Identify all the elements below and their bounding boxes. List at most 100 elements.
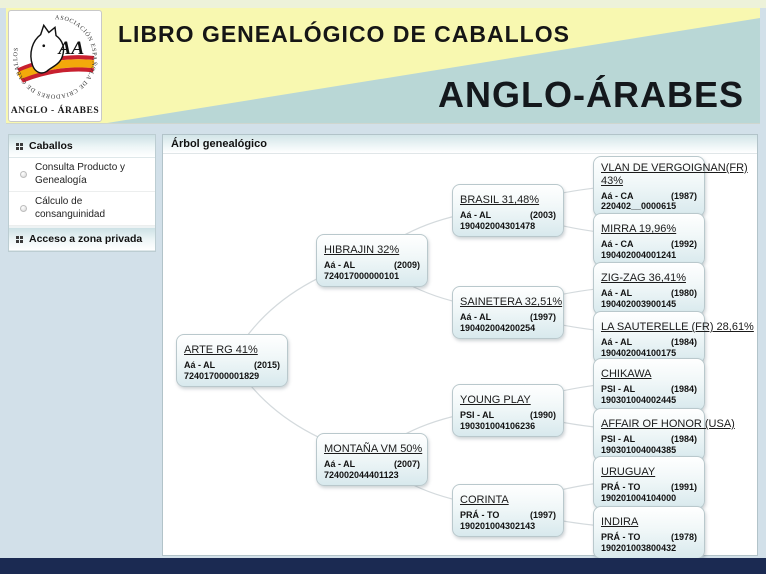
horse-meta: Aá - AL (2009) — [324, 260, 420, 271]
header-diagonal-background — [107, 18, 760, 123]
horse-year: (1992) — [670, 239, 697, 249]
horse-meta: PRÁ - TO (1997) — [460, 510, 556, 521]
pedigree-node: YOUNG PLAY PSI - AL (1990) 1903010041062… — [452, 384, 564, 437]
pedigree-node: CHIKAWA PSI - AL (1984) 190301004002445 — [593, 358, 705, 411]
pedigree-node: HIBRAJIN 32% Aá - AL (2009) 724017000000… — [316, 234, 428, 287]
horse-meta: Aá - CA (1987) — [601, 191, 697, 202]
horse-reg: 190301004002445 — [601, 394, 677, 405]
app-title: LIBRO GENEALÓGICO DE CABALLOS — [118, 21, 570, 47]
main-panel: Árbol genealógico ARTE RG 41% Aá - AL (2… — [162, 134, 758, 559]
horse-name-link[interactable]: ARTE RG 41% — [184, 344, 258, 356]
horse-breed: PSI - AL — [460, 410, 495, 420]
horse-reg: 220402__0000615 — [601, 201, 677, 212]
sidebar-section-label: Caballos — [29, 140, 73, 152]
pedigree-tree: ARTE RG 41% Aá - AL (2015) 7240170000018… — [163, 153, 757, 559]
horse-breed: PRÁ - TO — [601, 482, 641, 492]
horse-reg: 190201003800432 — [601, 542, 677, 553]
sidebar-section-acceso-zona-privada[interactable]: Acceso a zona privada — [9, 226, 155, 251]
horse-meta: Aá - AL (2003) — [460, 210, 556, 221]
pedigree-node: ARTE RG 41% Aá - AL (2015) 7240170000018… — [176, 334, 288, 387]
sidebar: Caballos Consulta Producto y Genealogía … — [8, 134, 156, 252]
pedigree-node: URUGUAY PRÁ - TO (1991) 190201004104000 — [593, 456, 705, 509]
horse-breed: PSI - AL — [601, 434, 636, 444]
horse-name-link[interactable]: VLAN DE VERGOIGNAN(FR) 43% — [601, 162, 748, 187]
horse-year: (2003) — [529, 210, 556, 220]
horse-name-link[interactable]: MIRRA 19,96% — [601, 223, 677, 235]
horse-name-link[interactable]: BRASIL 31,48% — [460, 194, 540, 206]
page-top-strip — [0, 0, 766, 8]
sidebar-section-caballos[interactable]: Caballos — [9, 135, 155, 158]
horse-year: (2007) — [393, 459, 420, 469]
sidebar-item-consulta-producto[interactable]: Consulta Producto y Genealogía — [9, 158, 155, 192]
horse-year: (1984) — [670, 384, 697, 394]
pedigree-node: BRASIL 31,48% Aá - AL (2003) 19040200430… — [452, 184, 564, 237]
horse-year: (1978) — [670, 532, 697, 542]
pedigree-node: SAINETERA 32,51% Aá - AL (1997) 19040200… — [452, 286, 564, 339]
horse-meta: PSI - AL (1984) — [601, 384, 697, 395]
horse-name-link[interactable]: AFFAIR OF HONOR (USA) — [601, 418, 735, 430]
horse-breed: Aá - AL — [324, 260, 356, 270]
horse-breed: Aá - AL — [460, 210, 492, 220]
horse-name-link[interactable]: CHIKAWA — [601, 368, 652, 380]
pedigree-node: MIRRA 19,96% Aá - CA (1992) 190402004001… — [593, 213, 705, 266]
horse-reg: 190301004106236 — [460, 420, 536, 431]
horse-name-link[interactable]: MONTAÑA VM 50% — [324, 443, 423, 455]
horse-reg: 190301004004385 — [601, 444, 677, 455]
horse-breed: Aá - AL — [460, 312, 492, 322]
horse-name-link[interactable]: CORINTA — [460, 494, 509, 506]
grid-icon — [16, 142, 19, 146]
pedigree-node: MONTAÑA VM 50% Aá - AL (2007) 7240020444… — [316, 433, 428, 486]
horse-year: (2009) — [393, 260, 420, 270]
bullet-icon — [20, 204, 27, 212]
app-subtitle: ANGLO-ÁRABES — [438, 74, 744, 115]
horse-name-link[interactable]: ZIG-ZAG 36,41% — [601, 272, 686, 284]
horse-year: (1997) — [529, 312, 556, 322]
pedigree-node: VLAN DE VERGOIGNAN(FR) 43% Aá - CA (1987… — [593, 156, 748, 218]
app-header: LIBRO GENEALÓGICO DE CABALLOS ANGLO-ÁRAB… — [6, 8, 760, 124]
panel-title: Árbol genealógico — [163, 135, 757, 154]
horse-head-icon — [30, 23, 65, 74]
horse-reg: 190201004302143 — [460, 520, 536, 531]
bullet-icon — [20, 170, 27, 178]
horse-name-link[interactable]: URUGUAY — [601, 466, 656, 478]
horse-meta: PSI - AL (1990) — [460, 410, 556, 421]
pedigree-node: ZIG-ZAG 36,41% Aá - AL (1980) 1904020039… — [593, 262, 705, 315]
horse-reg: 190402004301478 — [460, 220, 536, 231]
horse-year: (1984) — [670, 337, 697, 347]
horse-breed: Aá - AL — [601, 288, 633, 298]
horse-year: (1984) — [670, 434, 697, 444]
horse-breed: Aá - CA — [601, 239, 634, 249]
horse-year: (1980) — [670, 288, 697, 298]
logo-caption: ANGLO - ÁRABES — [10, 106, 100, 116]
horse-year: (1990) — [529, 410, 556, 420]
horse-breed: PRÁ - TO — [460, 510, 500, 520]
horse-name-link[interactable]: HIBRAJIN 32% — [324, 244, 400, 256]
horse-year: (1997) — [529, 510, 556, 520]
horse-breed: PSI - AL — [601, 384, 636, 394]
horse-name-link[interactable]: SAINETERA 32,51% — [460, 296, 563, 308]
horse-reg: 190201004104000 — [601, 492, 677, 503]
horse-name-link[interactable]: LA SAUTERELLE (FR) 28,61% — [601, 321, 754, 333]
pedigree-node: AFFAIR OF HONOR (USA) PSI - AL (1984) 19… — [593, 408, 735, 461]
horse-meta: Aá - AL (2015) — [184, 360, 280, 371]
horse-reg: 190402004200254 — [460, 322, 536, 333]
logo-monogram: AA — [57, 38, 84, 59]
horse-meta: Aá - CA (1992) — [601, 239, 697, 250]
sidebar-item-calculo-consanguinidad[interactable]: Cálculo de consanguinidad — [9, 192, 155, 226]
footer-bar — [0, 558, 766, 574]
horse-breed: Aá - AL — [601, 337, 633, 347]
horse-reg: 190402003900145 — [601, 298, 677, 309]
horse-breed: Aá - AL — [184, 360, 216, 370]
horse-name-link[interactable]: INDIRA — [601, 516, 639, 528]
pedigree-node: INDIRA PRÁ - TO (1978) 190201003800432 — [593, 506, 705, 559]
horse-reg: 190402004100175 — [601, 347, 677, 358]
horse-year: (2015) — [253, 360, 280, 370]
sidebar-item-label: Cálculo de consanguinidad — [35, 196, 106, 220]
horse-meta: PRÁ - TO (1991) — [601, 482, 697, 493]
horse-meta: Aá - AL (1984) — [601, 337, 697, 348]
association-logo[interactable]: AA ASOCIACIÓN ESPAÑOLA DE CRIADORES DE C… — [8, 10, 102, 122]
horse-reg: 724002044401123 — [324, 469, 399, 480]
horse-meta: PRÁ - TO (1978) — [601, 532, 697, 543]
horse-name-link[interactable]: YOUNG PLAY — [460, 394, 531, 406]
horse-reg: 724017000000101 — [324, 270, 400, 281]
